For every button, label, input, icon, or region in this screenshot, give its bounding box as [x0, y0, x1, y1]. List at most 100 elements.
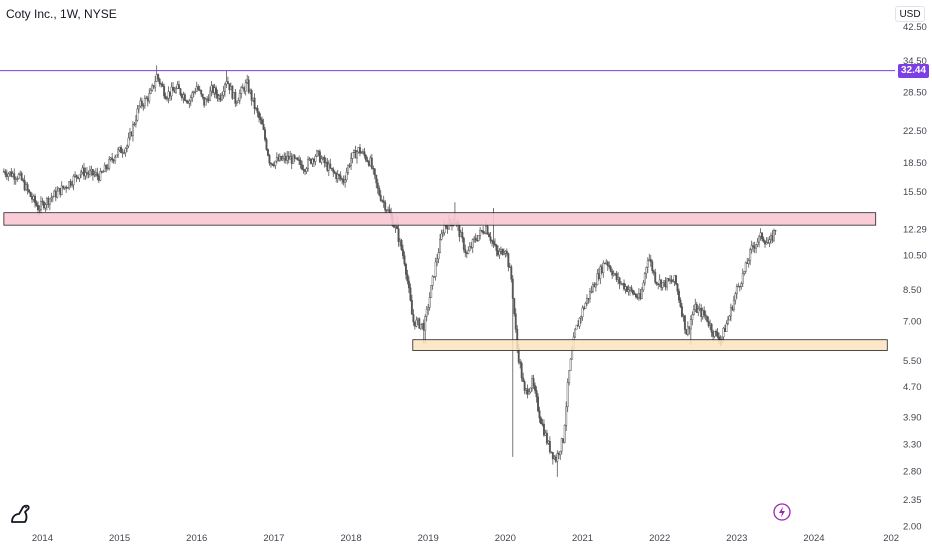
candle	[195, 81, 198, 93]
candle	[11, 170, 14, 178]
candle	[210, 81, 213, 97]
x-tick-label: 2020	[495, 533, 516, 544]
candle	[284, 152, 287, 164]
candle	[381, 199, 384, 203]
x-tick-label: 2014	[32, 533, 53, 544]
candle	[568, 370, 571, 386]
candle	[109, 156, 112, 162]
candle	[29, 191, 32, 197]
candle	[609, 264, 612, 273]
candle	[222, 85, 225, 99]
symbol-title[interactable]: Coty Inc., 1W, NYSE	[6, 7, 117, 21]
candle	[369, 155, 372, 167]
candle	[400, 239, 403, 251]
candle	[636, 293, 639, 300]
candle	[686, 321, 689, 337]
candle	[495, 243, 498, 257]
candle	[63, 186, 66, 191]
candle	[565, 401, 568, 431]
candle	[225, 70, 228, 88]
candle	[606, 260, 609, 271]
candle	[339, 171, 342, 182]
currency-button[interactable]: USD	[895, 6, 925, 22]
candle	[729, 303, 732, 322]
candle	[758, 235, 761, 248]
candle	[140, 97, 143, 109]
candle	[253, 93, 256, 115]
candle	[520, 360, 523, 382]
candle	[85, 167, 88, 179]
candle	[203, 96, 206, 108]
candle	[437, 248, 440, 264]
tradingview-logo-icon[interactable]	[9, 500, 35, 526]
lightning-icon[interactable]	[773, 503, 791, 521]
candle	[397, 223, 400, 247]
candle	[501, 248, 504, 256]
candle	[774, 229, 777, 235]
candle	[264, 127, 266, 142]
x-tick-label: 2019	[418, 533, 439, 544]
candle	[399, 238, 401, 247]
candle	[735, 283, 738, 299]
candle	[226, 76, 229, 85]
candle	[48, 198, 51, 211]
candle	[219, 93, 222, 103]
candle	[600, 264, 603, 275]
candle	[117, 147, 120, 159]
candle	[694, 298, 697, 312]
candle	[630, 285, 633, 293]
candle	[163, 83, 166, 99]
candle	[562, 438, 565, 444]
candle	[333, 170, 336, 175]
candle	[5, 169, 8, 181]
candle	[182, 91, 185, 104]
candle	[47, 196, 50, 208]
candle	[51, 195, 54, 203]
candle	[510, 264, 513, 283]
candle	[419, 324, 422, 331]
candle	[232, 91, 235, 99]
candle	[114, 154, 117, 164]
candle	[363, 147, 366, 159]
candle	[722, 326, 725, 342]
candle	[351, 152, 354, 164]
candle	[767, 237, 769, 244]
candle	[412, 309, 415, 326]
candle	[664, 277, 667, 291]
candle	[461, 227, 464, 243]
candle	[680, 302, 683, 318]
candle	[158, 77, 161, 87]
y-tick-label: 28.50	[903, 87, 927, 98]
candle	[207, 94, 210, 104]
support-zone[interactable]	[412, 339, 888, 351]
candle	[321, 156, 324, 160]
candle	[620, 281, 623, 286]
candle	[364, 154, 367, 163]
candle	[554, 454, 557, 464]
candle	[262, 118, 265, 131]
candle	[200, 89, 203, 97]
x-tick-label: 2024	[803, 533, 824, 544]
candle	[764, 240, 766, 248]
candle	[338, 173, 341, 181]
candle	[704, 310, 707, 321]
candle	[240, 85, 243, 99]
candle	[105, 164, 108, 173]
x-tick-label: 2016	[186, 533, 207, 544]
candle	[605, 259, 608, 265]
candle	[231, 85, 234, 100]
resistance-zone[interactable]	[3, 212, 877, 226]
candle	[215, 85, 217, 99]
x-axis[interactable]: 2014 2015 2016 2017 2018 2019 2020 2021 2022 2023…	[32, 533, 899, 544]
y-axis[interactable]: 42.50 34.50 28.50 22.50 18.50 15.50 12.29 10.50…	[903, 22, 927, 532]
candle	[78, 174, 81, 182]
candle	[26, 182, 29, 195]
candle	[434, 257, 437, 281]
candle	[683, 315, 686, 334]
candle	[323, 154, 326, 168]
candle	[111, 152, 114, 164]
candle	[143, 95, 146, 109]
candle	[32, 194, 35, 202]
candle	[68, 181, 71, 191]
